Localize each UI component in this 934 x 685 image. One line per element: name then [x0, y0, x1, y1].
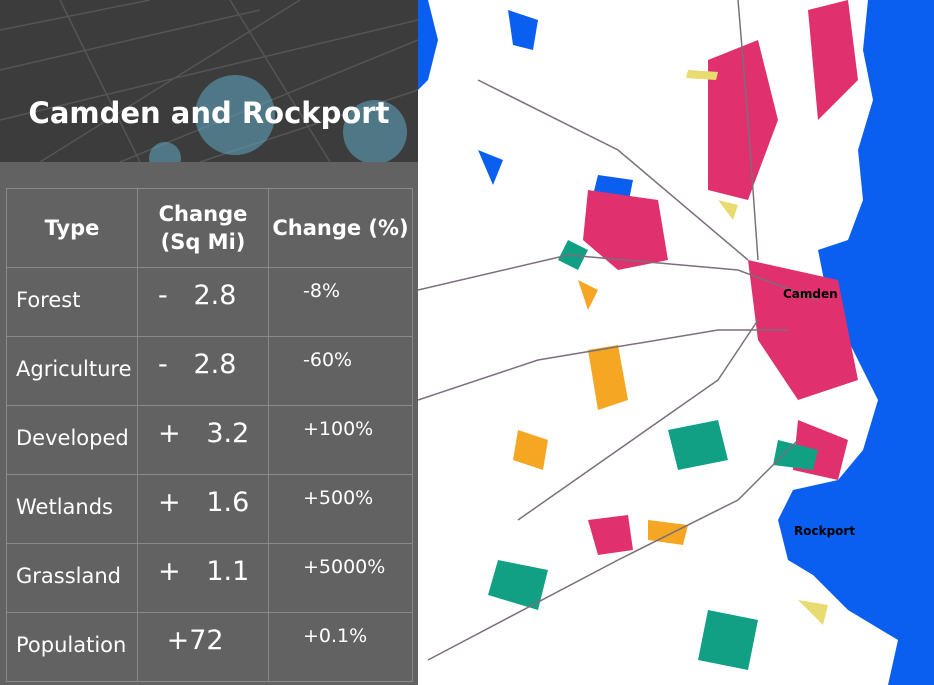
column-header: Type: [6, 188, 138, 268]
banner: Camden and Rockport: [0, 0, 418, 162]
map-labels: Camden Rockport: [783, 287, 855, 538]
table-cell: - 2.8: [137, 267, 269, 337]
land-change-table: Type Change (Sq Mi) Change (%) Forest - 2.8…: [6, 188, 413, 682]
table-row: Wetlands + 1.6 +500%: [6, 474, 413, 544]
table-body: Forest - 2.8 -8% Agriculture - 2.8 -60% Develo…: [6, 267, 413, 682]
table-row: Grassland + 1.1 +5000%: [6, 543, 413, 613]
table-cell: + 1.6: [137, 474, 269, 544]
table-cell: + 3.2: [137, 405, 269, 475]
title: Camden and Rockport: [28, 96, 390, 130]
banner-art: [0, 0, 418, 162]
table-cell: +72: [137, 612, 269, 682]
land-cover-map: Camden Rockport: [418, 0, 934, 685]
table-row: Agriculture - 2.8 -60%: [6, 336, 413, 406]
table-cell: +500%: [268, 474, 413, 544]
table-cell: Grassland: [6, 543, 138, 613]
place-label: Rockport: [794, 524, 855, 538]
table-cell: Wetlands: [6, 474, 138, 544]
table-cell: Forest: [6, 267, 138, 337]
table-cell: Agriculture: [6, 336, 138, 406]
table-cell: +100%: [268, 405, 413, 475]
table-cell: +0.1%: [268, 612, 413, 682]
table-row: Developed + 3.2 +100%: [6, 405, 413, 475]
place-label: Camden: [783, 287, 838, 301]
table-cell: - 2.8: [137, 336, 269, 406]
table-cell: Population: [6, 612, 138, 682]
table-cell: + 1.1: [137, 543, 269, 613]
table-row: Population +72 +0.1%: [6, 612, 413, 682]
table-cell: Developed: [6, 405, 138, 475]
table-cell: -60%: [268, 336, 413, 406]
column-header: Change (%): [268, 188, 413, 268]
info-panel: Camden and Rockport Type Change (Sq Mi) Ch…: [0, 0, 418, 685]
table-row: Forest - 2.8 -8%: [6, 267, 413, 337]
table-cell: -8%: [268, 267, 413, 337]
table-cell: +5000%: [268, 543, 413, 613]
header-row: Type Change (Sq Mi) Change (%): [6, 188, 413, 268]
column-header: Change (Sq Mi): [137, 188, 269, 268]
